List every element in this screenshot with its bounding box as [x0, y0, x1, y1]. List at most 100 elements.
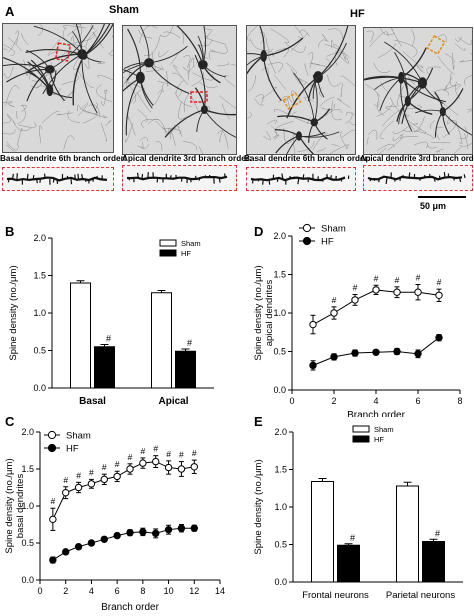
legend-swatch [352, 435, 370, 443]
significance-mark: # [140, 446, 145, 456]
legend-label: HF [374, 435, 384, 444]
neurite [85, 30, 98, 50]
significance-mark: # [89, 467, 94, 477]
neurite [266, 50, 274, 57]
dendrite [308, 121, 315, 143]
neurite [321, 34, 328, 42]
spine [281, 173, 284, 180]
dendrite-strip-hf-apical [363, 165, 473, 191]
neurite [368, 129, 378, 140]
neurite [290, 32, 309, 53]
neurite [394, 39, 418, 59]
data-point [190, 463, 198, 471]
neurite [8, 38, 18, 53]
neurite [404, 114, 415, 131]
spine [302, 174, 305, 180]
neurite [16, 127, 23, 146]
background-neurites [123, 26, 236, 154]
neurite [325, 109, 343, 117]
dendrite [415, 109, 443, 114]
panel-e-letter: E [254, 414, 263, 429]
x-tick-label: 6 [415, 396, 420, 406]
neurite [327, 74, 342, 87]
neurite [459, 126, 468, 139]
significance-mark: # [128, 452, 133, 462]
neurite [376, 143, 395, 152]
dendrite [312, 74, 318, 123]
neurite [81, 104, 99, 115]
significance-mark: # [395, 275, 400, 285]
neurite [154, 89, 163, 105]
dendrite [123, 62, 150, 69]
spine [459, 177, 462, 183]
neurite [105, 120, 112, 126]
dendrite-strip-image [367, 172, 466, 185]
neurite [20, 104, 27, 113]
neurite [56, 112, 73, 116]
spine [12, 173, 14, 180]
caption-sham-basal: Basal dendrite 6th branch order: [0, 154, 127, 163]
neurite [183, 55, 191, 68]
significance-mark: # [50, 496, 55, 506]
neurite [391, 28, 402, 48]
significance-mark: # [102, 462, 107, 472]
neurite [336, 98, 351, 108]
neurite [467, 108, 472, 113]
y-tick-label: 1.5 [33, 271, 46, 281]
neurite [4, 66, 14, 79]
data-point [393, 288, 401, 296]
neurite [90, 24, 96, 30]
neurite [392, 125, 410, 135]
neurite [444, 77, 453, 91]
micrograph-texture [123, 26, 236, 154]
neurite [172, 72, 182, 79]
soma [310, 118, 318, 127]
data-point [113, 472, 121, 481]
y-axis-label: Spine density (no./μm)apical dendrites [253, 265, 275, 360]
dendrite [317, 26, 349, 78]
neurite [380, 28, 396, 36]
dendrite [400, 77, 413, 132]
neurite [5, 144, 16, 152]
neurite [88, 104, 100, 118]
neurite [204, 35, 227, 45]
spine [96, 175, 99, 180]
y-tick-label: 1.5 [273, 270, 286, 280]
dendrite [277, 115, 315, 123]
neurite [159, 26, 174, 37]
neurite [83, 110, 107, 119]
data-point [435, 291, 443, 299]
neurons [364, 41, 472, 138]
legend-swatch [159, 249, 177, 257]
neurite [173, 64, 189, 86]
neurite [333, 44, 350, 59]
neurite [182, 32, 185, 44]
neurite [219, 95, 236, 109]
y-tick-label: 0.0 [273, 385, 286, 395]
neurite [298, 78, 319, 90]
neurite [223, 75, 236, 87]
dendrite [313, 122, 328, 140]
neurite [169, 127, 177, 140]
bar [396, 485, 419, 583]
dendrite [400, 47, 427, 79]
neurite [346, 111, 355, 116]
neurite [247, 26, 258, 41]
dendrite [194, 54, 206, 110]
chart-e: 0.0 0.5 1.0 1.5 2.0 Spine density (no./μm) # Fr… [253, 425, 463, 601]
data-point [190, 524, 198, 532]
data-point [49, 556, 57, 564]
neurite [141, 118, 159, 129]
neurite [273, 75, 287, 91]
dendrite [6, 68, 50, 83]
neurite [250, 38, 269, 51]
neurite [199, 81, 218, 88]
data-point [126, 465, 134, 473]
y-tick-label: 2.0 [274, 427, 287, 437]
dendrite-strip-image [126, 172, 228, 184]
significance-mark: # [115, 459, 120, 469]
neurite [3, 129, 16, 135]
neurite [145, 65, 163, 72]
neurite [96, 84, 112, 103]
data-point [139, 528, 147, 536]
